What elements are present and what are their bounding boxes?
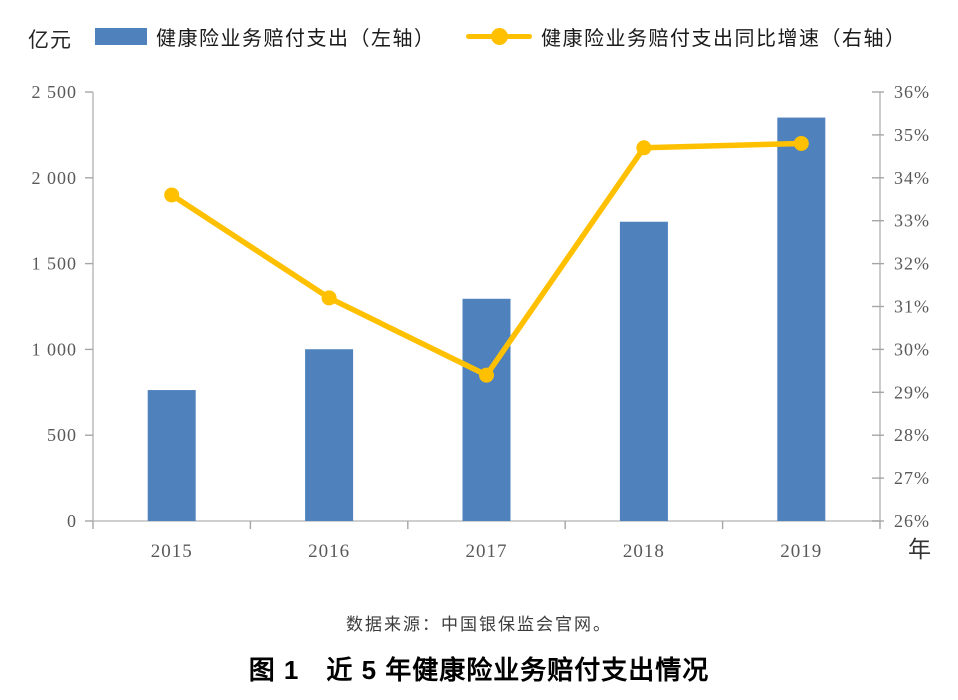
left-axis-tick-label: 1 500 xyxy=(32,254,78,274)
x-axis-category-label: 2017 xyxy=(466,541,508,562)
right-axis-tick-label: 33% xyxy=(894,211,930,231)
legend-item-bar-series: 健康险业务赔付支出（左轴） xyxy=(95,22,436,51)
right-axis-tick-label: 32% xyxy=(894,254,930,274)
x-axis-category-label: 2019 xyxy=(780,541,822,562)
right-axis-tick-label: 34% xyxy=(894,168,930,188)
line-marker-2018 xyxy=(636,140,652,156)
left-axis-tick-label: 500 xyxy=(47,425,77,445)
line-marker-2019 xyxy=(793,135,809,151)
right-axis-tick-label: 29% xyxy=(894,382,930,402)
bar-series-legend-label: 健康险业务赔付支出（左轴） xyxy=(156,28,436,50)
x-axis-category-label: 2018 xyxy=(623,541,665,562)
right-axis-tick-label: 28% xyxy=(894,425,930,445)
bar-2015 xyxy=(147,390,196,521)
line-series-swatch-icon xyxy=(466,28,532,45)
right-axis-tick-label: 27% xyxy=(894,468,930,488)
line-marker-2017 xyxy=(479,367,494,383)
right-axis-tick-label: 35% xyxy=(894,125,930,145)
x-axis-category-label: 2015 xyxy=(151,541,193,562)
legend-item-line-series: 健康险业务赔付支出同比增速（右轴） xyxy=(466,22,907,51)
figure-caption: 图 1 近 5 年健康险业务赔付支出情况 xyxy=(248,655,710,685)
x-axis-category-label: 2016 xyxy=(308,541,350,562)
x-axis-unit-label: 年 xyxy=(908,537,931,562)
left-axis-tick-label: 0 xyxy=(67,511,77,531)
right-axis-tick-label: 26% xyxy=(894,511,930,531)
data-source-note: 数据来源：中国银保监会官网。 xyxy=(346,615,612,634)
line-marker-2015 xyxy=(164,187,180,203)
left-axis-tick-label: 2 000 xyxy=(32,168,78,188)
right-axis-tick-label: 36% xyxy=(894,82,930,102)
line-marker-2016 xyxy=(321,290,337,306)
bar-2016 xyxy=(305,349,354,521)
right-axis-tick-label: 31% xyxy=(894,297,930,317)
left-axis-tick-label: 1 000 xyxy=(32,339,78,359)
right-axis-tick-label: 30% xyxy=(894,339,930,359)
bar-2019 xyxy=(777,117,826,522)
bar-2018 xyxy=(619,221,668,521)
line-series-legend-label: 健康险业务赔付支出同比增速（右轴） xyxy=(541,28,907,50)
bar-2017 xyxy=(462,298,511,521)
left-axis-tick-label: 2 500 xyxy=(32,82,78,102)
left-axis-unit-label: 亿元 xyxy=(28,29,72,52)
bar-series-swatch-icon xyxy=(95,28,147,45)
